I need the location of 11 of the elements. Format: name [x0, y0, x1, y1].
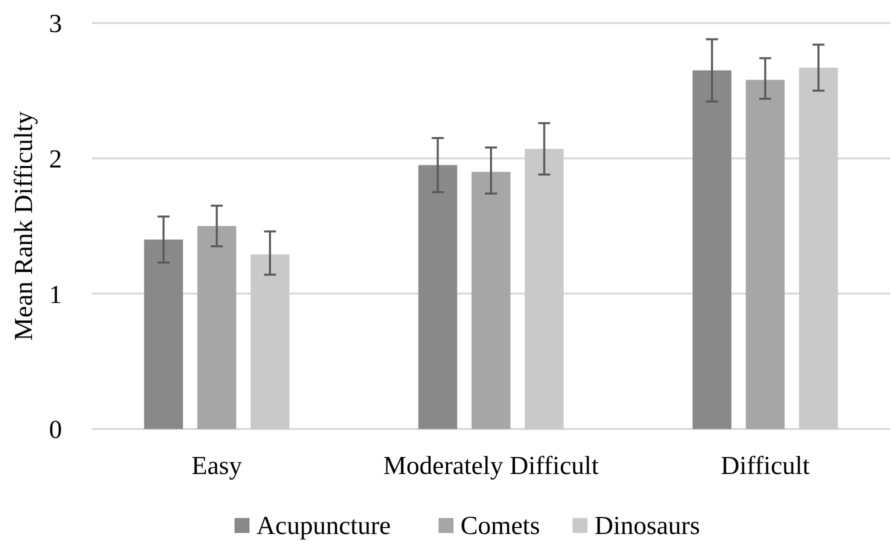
legend-label: Acupuncture [256, 511, 391, 540]
y-tick-label: 1 [49, 280, 62, 309]
x-tick-label: Moderately Difficult [383, 451, 600, 480]
x-tick-label: Difficult [720, 451, 811, 480]
x-tick-label: Easy [192, 451, 242, 480]
y-tick-label: 3 [49, 9, 62, 38]
legend-label: Dinosaurs [594, 511, 700, 540]
y-tick-label: 0 [49, 415, 62, 444]
y-axis-title: Mean Rank Difficulty [9, 111, 38, 341]
legend-label: Comets [460, 511, 540, 540]
y-tick-label: 2 [49, 144, 62, 174]
